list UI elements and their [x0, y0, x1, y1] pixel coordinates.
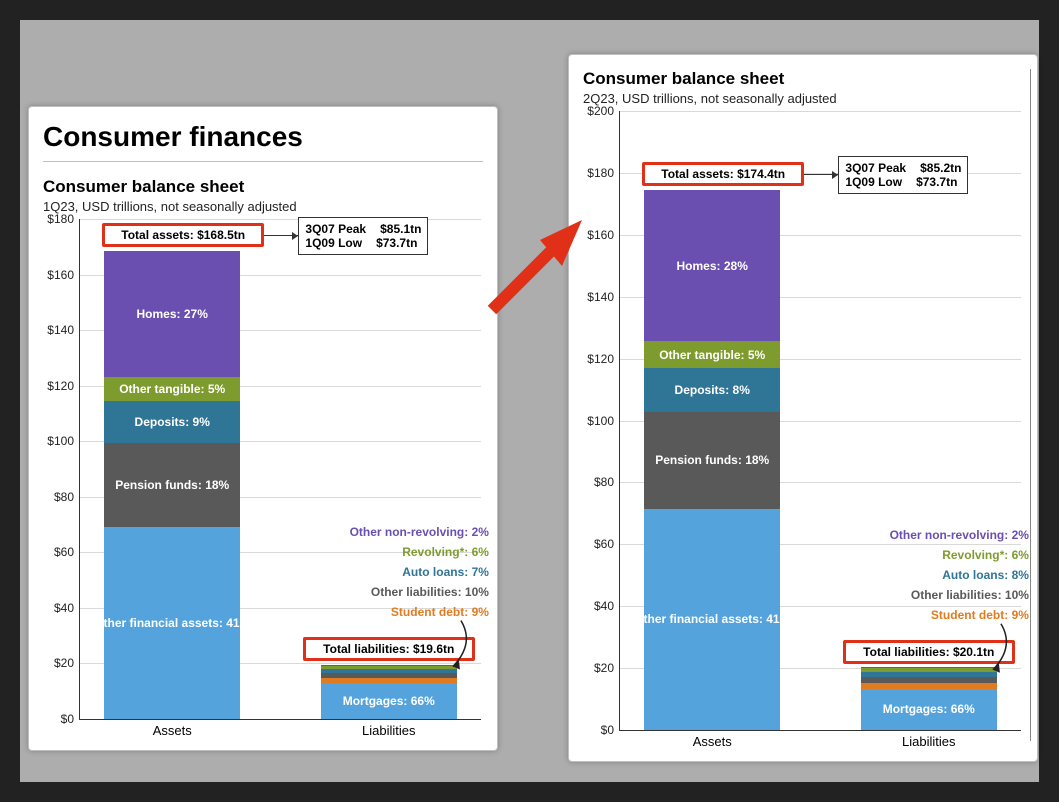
liab-label-student: Student debt: 9%: [837, 608, 1029, 622]
segment-deposits: Deposits: 8%: [644, 368, 780, 411]
x-axis-label: Assets: [104, 723, 240, 738]
x-axis-label: Liabilities: [321, 723, 457, 738]
y-tick-label: $80: [574, 475, 614, 489]
segment-other_tangible: Other tangible: 5%: [104, 377, 240, 400]
liab-label-other_liab: Other liabilities: 10%: [297, 585, 489, 599]
y-tick-label: $0: [34, 712, 74, 726]
y-tick-label: $40: [34, 601, 74, 615]
bar-assets: Other financial assets: 41%Pension funds…: [644, 190, 780, 730]
right-note: 2Q23, USD trillions, not seasonally adju…: [583, 91, 837, 106]
y-tick-label: $180: [34, 212, 74, 226]
y-tick-label: $20: [34, 656, 74, 670]
bar-liabilities: Mortgages: 66%: [321, 665, 457, 719]
peak-value: $85.2tn: [920, 161, 961, 175]
y-tick-label: $100: [34, 434, 74, 448]
y-tick-label: $100: [574, 414, 614, 428]
liab-label-auto: Auto loans: 8%: [837, 568, 1029, 582]
y-tick-label: $200: [574, 104, 614, 118]
left-panel: Consumer finances Consumer balance sheet…: [28, 106, 498, 751]
segment-revolving: [321, 666, 457, 669]
y-tick-label: $160: [574, 228, 614, 242]
segment-revolving: [861, 668, 997, 672]
total-assets-highlight: Total assets: $174.4tn: [642, 162, 804, 186]
left-sub-title: Consumer balance sheet: [43, 177, 244, 197]
y-tick-label: $0: [574, 723, 614, 737]
y-tick-label: $160: [34, 268, 74, 282]
segment-other_financial: Other financial assets: 41%: [644, 509, 780, 730]
y-tick-label: $120: [574, 352, 614, 366]
segment-deposits: Deposits: 9%: [104, 401, 240, 443]
peak-label: 1Q09 Low: [305, 236, 362, 250]
y-tick-label: $140: [34, 323, 74, 337]
liab-label-other_liab: Other liabilities: 10%: [837, 588, 1029, 602]
peak-value: $73.7tn: [916, 175, 957, 189]
segment-other_financial: Other financial assets: 41%: [104, 527, 240, 719]
segment-student: [861, 683, 997, 689]
segment-auto: [861, 672, 997, 677]
liab-label-auto: Auto loans: 7%: [297, 565, 489, 579]
y-tick-label: $60: [34, 545, 74, 559]
segment-homes: Homes: 28%: [644, 190, 780, 341]
right-panel: Consumer balance sheet 2Q23, USD trillio…: [568, 54, 1038, 762]
peak-label: 3Q07 Peak: [845, 161, 906, 175]
right-plot: $0$20$40$60$80$100$120$140$160$180$200Ot…: [619, 111, 1021, 731]
segment-pension: Pension funds: 18%: [644, 412, 780, 509]
segment-mortgages: Mortgages: 66%: [321, 683, 457, 719]
peak-low-box: 3Q07 Peak $85.2tn 1Q09 Low $73.7tn: [838, 156, 968, 194]
peak-label: 1Q09 Low: [845, 175, 902, 189]
y-tick-label: $20: [574, 661, 614, 675]
segment-homes: Homes: 27%: [104, 251, 240, 377]
segment-other_liab: [321, 673, 457, 678]
right-sub-title: Consumer balance sheet: [583, 69, 784, 89]
segment-pension: Pension funds: 18%: [104, 443, 240, 527]
segment-mortgages: Mortgages: 66%: [861, 689, 997, 730]
y-tick-label: $120: [34, 379, 74, 393]
left-note: 1Q23, USD trillions, not seasonally adju…: [43, 199, 297, 214]
segment-other_tangible: Other tangible: 5%: [644, 341, 780, 368]
segment-other_liab: [861, 677, 997, 683]
peak-low-box: 3Q07 Peak $85.1tn 1Q09 Low $73.7tn: [298, 217, 428, 255]
peak-value: $73.7tn: [376, 236, 417, 250]
left-plot: $0$20$40$60$80$100$120$140$160$180Other …: [79, 219, 481, 720]
total-assets-highlight: Total assets: $168.5tn: [102, 223, 264, 247]
liab-label-student: Student debt: 9%: [297, 605, 489, 619]
peak-value: $85.1tn: [380, 222, 421, 236]
y-tick-label: $40: [574, 599, 614, 613]
y-tick-label: $80: [34, 490, 74, 504]
liab-label-revolving: Revolving*: 6%: [837, 548, 1029, 562]
segment-other_nonrev: [321, 665, 457, 666]
segment-auto: [321, 669, 457, 673]
y-tick-label: $60: [574, 537, 614, 551]
y-tick-label: $180: [574, 166, 614, 180]
peak-label: 3Q07 Peak: [305, 222, 366, 236]
left-title: Consumer finances: [43, 121, 303, 153]
liab-label-other_nonrev: Other non-revolving: 2%: [837, 528, 1029, 542]
total-liabilities-highlight: Total liabilities: $19.6tn: [303, 637, 475, 661]
y-tick-label: $140: [574, 290, 614, 304]
liab-label-revolving: Revolving*: 6%: [297, 545, 489, 559]
bar-assets: Other financial assets: 41%Pension funds…: [104, 251, 240, 719]
total-liabilities-highlight: Total liabilities: $20.1tn: [843, 640, 1015, 664]
x-axis-label: Assets: [644, 734, 780, 749]
segment-other_nonrev: [861, 667, 997, 668]
x-axis-label: Liabilities: [861, 734, 997, 749]
liab-label-other_nonrev: Other non-revolving: 2%: [297, 525, 489, 539]
bar-liabilities: Mortgages: 66%: [861, 668, 997, 730]
segment-student: [321, 678, 457, 683]
